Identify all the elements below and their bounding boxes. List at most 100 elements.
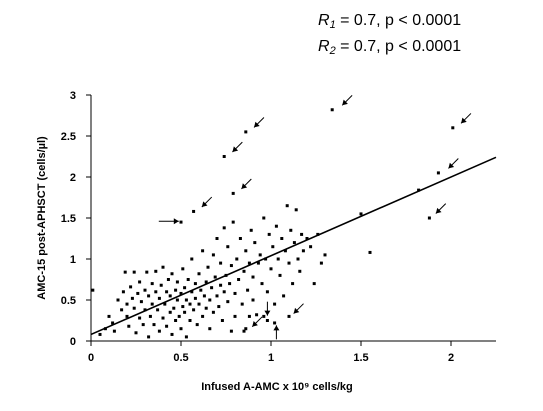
data-point bbox=[294, 208, 298, 212]
data-point bbox=[183, 286, 187, 290]
data-point bbox=[201, 314, 205, 318]
data-point bbox=[211, 310, 215, 314]
data-point bbox=[278, 273, 282, 277]
y-tick-label: 1.5 bbox=[61, 213, 76, 225]
data-point bbox=[213, 275, 217, 279]
annotation-arrow bbox=[448, 158, 459, 169]
data-point bbox=[451, 126, 455, 130]
data-point bbox=[143, 308, 147, 312]
data-point bbox=[242, 329, 246, 333]
data-point bbox=[215, 237, 219, 240]
data-point bbox=[192, 308, 196, 312]
data-point bbox=[265, 319, 269, 322]
data-point bbox=[222, 155, 226, 158]
data-point bbox=[175, 298, 179, 302]
data-point bbox=[188, 319, 192, 322]
y-tick-label: 3 bbox=[70, 90, 76, 102]
data-point bbox=[276, 257, 280, 261]
data-point bbox=[130, 296, 134, 300]
data-point bbox=[229, 264, 233, 268]
data-point bbox=[192, 209, 196, 213]
y-axis-ticks: 0 0.5 1 1.5 2 2.5 3 bbox=[61, 90, 91, 348]
stat-2-subscript: 2 bbox=[329, 45, 336, 57]
stat-1-text: = 0.7, p < 0.0001 bbox=[335, 12, 462, 29]
data-point bbox=[98, 332, 102, 336]
data-point bbox=[285, 204, 289, 208]
x-tick-label: 0 bbox=[88, 352, 94, 364]
data-point bbox=[157, 329, 161, 333]
data-point bbox=[274, 224, 278, 228]
data-point bbox=[233, 291, 237, 295]
annotation-arrow bbox=[201, 196, 213, 208]
annotation-arrow bbox=[264, 301, 271, 316]
data-point bbox=[273, 302, 277, 306]
data-point bbox=[287, 261, 291, 265]
annotation-arrow bbox=[251, 316, 263, 328]
data-point bbox=[125, 314, 129, 318]
data-point bbox=[208, 298, 212, 302]
x-tick-label: 1 bbox=[268, 352, 274, 364]
data-point bbox=[359, 212, 363, 216]
data-point bbox=[219, 283, 223, 287]
data-point bbox=[166, 278, 170, 281]
annotation-arrow bbox=[273, 325, 280, 340]
data-point bbox=[179, 327, 183, 331]
data-point bbox=[287, 314, 291, 318]
y-tick-label: 0.5 bbox=[61, 295, 76, 307]
data-point bbox=[427, 216, 431, 220]
data-point bbox=[217, 305, 221, 309]
data-point bbox=[319, 261, 323, 265]
data-point bbox=[170, 332, 174, 336]
data-point bbox=[199, 288, 203, 292]
data-point bbox=[183, 310, 187, 314]
data-point bbox=[197, 272, 201, 276]
annotation-arrow bbox=[293, 303, 304, 314]
data-point bbox=[134, 331, 138, 335]
data-point bbox=[154, 269, 158, 273]
data-point bbox=[237, 278, 241, 281]
data-point bbox=[147, 335, 151, 339]
data-point bbox=[141, 323, 145, 327]
data-point bbox=[123, 270, 127, 274]
annotation-arrow bbox=[241, 178, 252, 190]
data-point bbox=[208, 327, 212, 331]
data-point bbox=[264, 257, 268, 261]
data-point bbox=[235, 257, 239, 261]
data-point bbox=[156, 308, 160, 312]
data-point bbox=[220, 319, 224, 322]
data-point bbox=[256, 261, 260, 265]
regression-line bbox=[90, 156, 497, 336]
y-tick-label: 2 bbox=[70, 172, 76, 184]
data-point bbox=[179, 291, 183, 295]
data-point bbox=[228, 282, 232, 286]
data-point bbox=[152, 323, 156, 327]
data-point bbox=[206, 265, 210, 269]
data-point bbox=[157, 296, 161, 300]
y-tick-label: 0 bbox=[70, 336, 76, 348]
data-point bbox=[226, 300, 230, 304]
data-point bbox=[112, 329, 116, 333]
data-point bbox=[163, 302, 167, 306]
annotation-arrow bbox=[341, 95, 353, 106]
data-point bbox=[271, 245, 275, 249]
data-point bbox=[132, 306, 136, 310]
data-point bbox=[219, 261, 223, 265]
data-point bbox=[190, 257, 194, 261]
data-point bbox=[91, 288, 95, 292]
data-point bbox=[262, 216, 266, 220]
x-axis-ticks: 0 0.5 1 1.5 2 bbox=[88, 341, 454, 364]
data-point bbox=[305, 237, 309, 240]
x-tick-label: 0.5 bbox=[173, 352, 188, 364]
regression-stats: R1 = 0.7, p < 0.0001 R2 = 0.7, p < 0.000… bbox=[318, 10, 461, 62]
data-point bbox=[289, 228, 293, 232]
x-tick-label: 2 bbox=[448, 352, 454, 364]
data-point bbox=[204, 280, 208, 284]
data-point bbox=[190, 290, 194, 294]
data-point bbox=[291, 282, 295, 286]
data-point bbox=[150, 302, 154, 306]
data-point bbox=[138, 316, 142, 320]
data-point bbox=[226, 245, 230, 249]
data-point bbox=[215, 294, 219, 298]
data-point bbox=[260, 282, 264, 286]
